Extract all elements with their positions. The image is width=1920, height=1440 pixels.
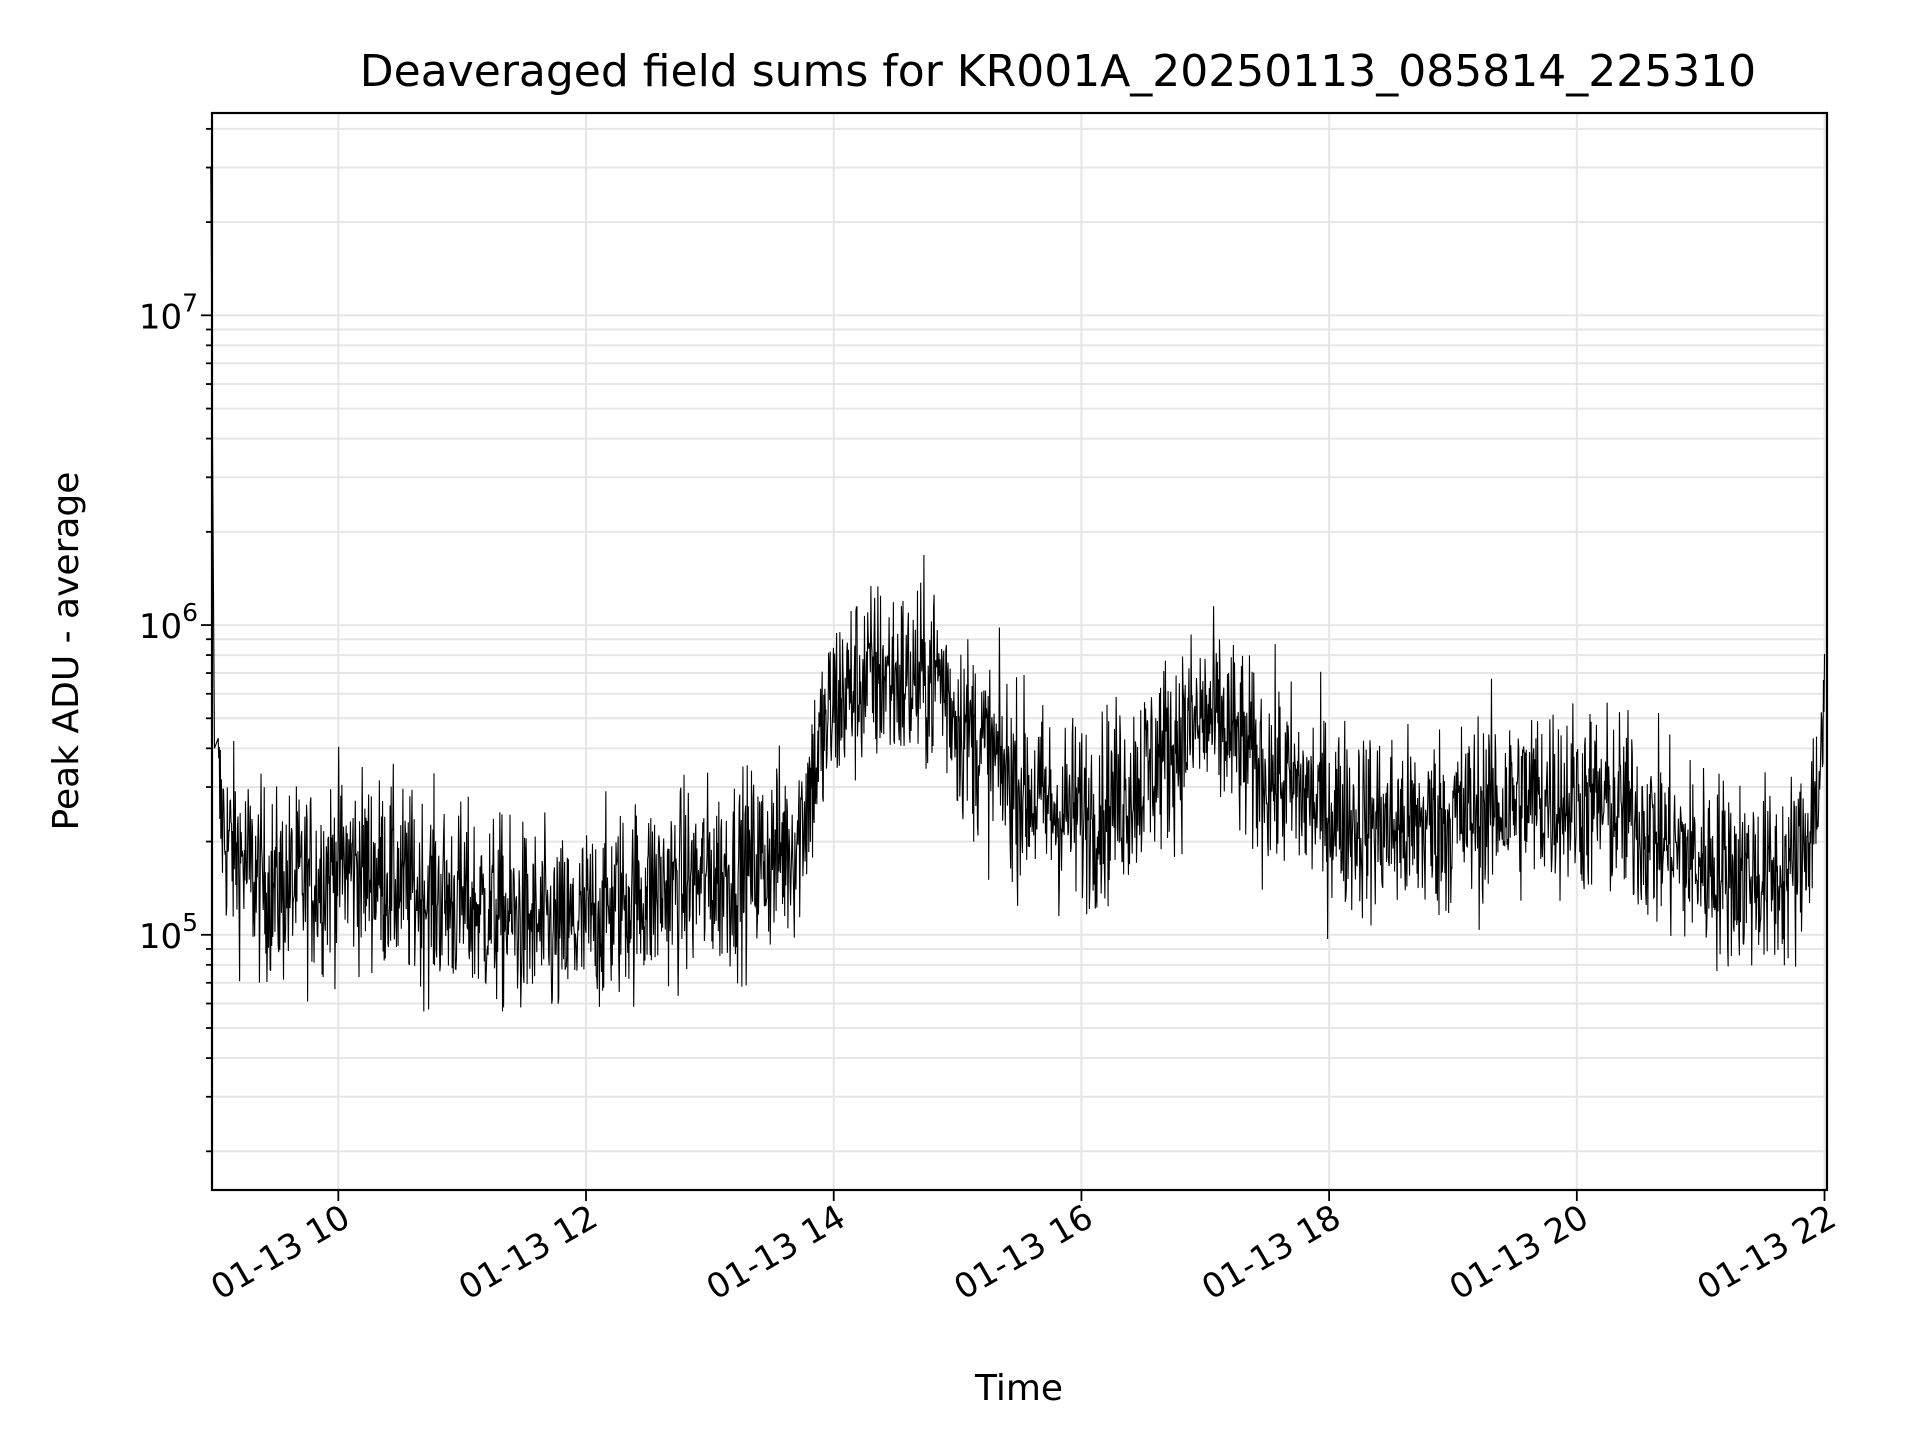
y-axis-label: Peak ADU - average [46,472,87,831]
y-tick-exponent: 6 [182,598,198,627]
y-tick-base: 10 [139,297,182,337]
series-line [210,167,1826,1012]
y-tick-label: 105 [139,908,198,957]
y-tick-base: 10 [139,917,182,957]
y-tick-exponent: 5 [182,908,198,937]
y-tick-exponent: 7 [182,288,198,317]
x-axis-label: Time [974,1368,1063,1409]
plot-area [210,111,1829,1192]
chart-title: Deaveraged field sums for KR001A_2025011… [360,46,1756,97]
y-tick-base: 10 [139,607,182,647]
y-tick-label: 106 [139,598,198,647]
y-tick-label: 107 [139,288,198,337]
grid [212,113,1827,1190]
series [210,167,1826,1012]
